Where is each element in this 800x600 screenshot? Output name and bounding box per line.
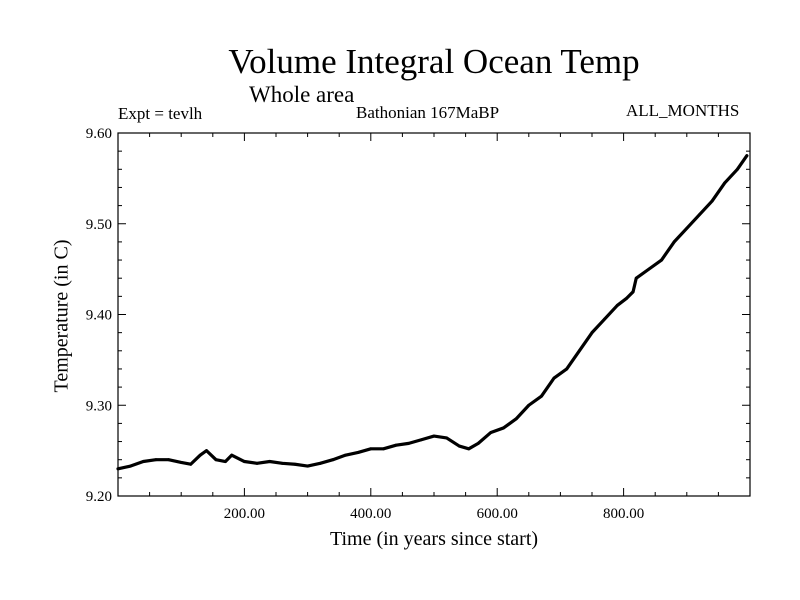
chart-title: Volume Integral Ocean Temp	[228, 42, 640, 81]
x-tick-label: 400.00	[350, 506, 391, 522]
data-point	[745, 154, 749, 158]
data-point	[723, 181, 727, 185]
months-label: ALL_MONTHS	[626, 101, 740, 120]
data-point	[514, 417, 518, 421]
series-line	[116, 154, 749, 471]
data-point	[318, 461, 322, 465]
x-tick-label: 800.00	[603, 506, 644, 522]
data-point	[603, 317, 607, 321]
data-point	[205, 449, 208, 453]
data-point	[502, 426, 505, 430]
data-point	[527, 403, 531, 407]
data-point	[565, 367, 569, 371]
plot-frame	[117, 132, 751, 497]
data-point	[647, 267, 651, 271]
y-tick-label: 9.30	[86, 398, 112, 414]
data-point	[698, 213, 701, 217]
data-point	[660, 258, 663, 262]
data-point	[467, 447, 471, 451]
data-point	[116, 467, 120, 471]
data-point	[735, 167, 739, 171]
data-point	[369, 447, 373, 451]
x-tick-label: 200.00	[224, 506, 265, 522]
data-point	[634, 276, 638, 280]
data-point	[198, 453, 202, 457]
data-point	[129, 464, 133, 468]
axis-ticks: 200.00 400.00 600.00 800.00 9.20 9.30 9.40 9.50…	[86, 126, 750, 522]
data-point	[167, 458, 170, 462]
series-layer	[116, 154, 749, 471]
data-point	[710, 199, 714, 203]
y-tick-label: 9.20	[86, 489, 112, 505]
data-point	[552, 376, 556, 380]
data-point	[394, 443, 398, 447]
data-point	[331, 458, 335, 462]
data-point	[577, 349, 581, 353]
data-point	[268, 460, 272, 463]
data-point	[154, 458, 158, 462]
data-point	[457, 444, 461, 448]
x-tick-label: 600.00	[477, 506, 518, 522]
data-point	[230, 453, 234, 457]
data-point	[419, 438, 423, 442]
data-point	[631, 290, 635, 294]
data-point	[476, 441, 480, 445]
data-point	[280, 461, 284, 465]
data-point	[540, 394, 543, 398]
experiment-label: Expt = tevlh	[118, 104, 203, 123]
data-point	[432, 434, 436, 438]
data-point	[214, 458, 218, 462]
data-point	[625, 296, 629, 300]
data-point	[224, 460, 227, 463]
period-label: Bathonian 167MaBP	[356, 103, 500, 122]
data-point	[344, 453, 347, 457]
data-point	[141, 460, 145, 463]
data-point	[306, 464, 309, 468]
x-axis-label: Time (in years since start)	[329, 528, 539, 550]
data-point	[445, 436, 449, 440]
data-point	[255, 461, 259, 465]
data-point	[590, 331, 594, 335]
data-point	[685, 226, 689, 230]
data-point	[243, 460, 246, 463]
data-point	[382, 447, 385, 451]
data-point	[489, 431, 493, 434]
data-point	[407, 441, 411, 445]
y-tick-label: 9.40	[86, 308, 112, 324]
data-point	[672, 240, 676, 244]
y-tick-label: 9.60	[86, 126, 112, 142]
y-tick-label: 9.50	[86, 217, 112, 233]
data-point	[615, 304, 619, 307]
chart-subtitle: Whole area	[249, 82, 355, 107]
data-point	[179, 461, 183, 464]
data-point	[189, 462, 193, 466]
data-point	[356, 451, 360, 454]
data-point	[293, 462, 297, 466]
